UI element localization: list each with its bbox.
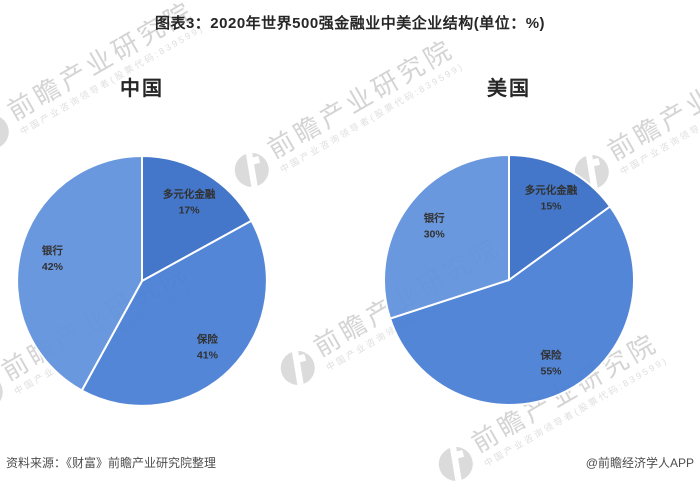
slice-label: 多元化金融 17% bbox=[163, 187, 216, 216]
pie-china: 多元化金融 17% 保险 41% 银行 42% bbox=[16, 155, 268, 407]
source-note: 资料来源：《财富》前瞻产业研究院整理 bbox=[6, 456, 217, 470]
pie-title-usa: 美国 bbox=[487, 78, 531, 100]
pie-title-china: 中国 bbox=[120, 78, 164, 100]
pie-slice bbox=[16, 155, 143, 392]
pie-slice bbox=[383, 154, 510, 320]
slice-label: 银行 30% bbox=[424, 212, 446, 241]
pie-slice bbox=[141, 155, 253, 282]
app-credit: @前瞻经济学人APP bbox=[585, 456, 694, 470]
pie-slice bbox=[389, 205, 635, 406]
slice-label: 保险 55% bbox=[540, 348, 563, 377]
pie-slice bbox=[80, 219, 268, 407]
pie-usa: 多元化金融 15% 保险 55% 银行 30% bbox=[383, 154, 635, 406]
pie-slice bbox=[508, 154, 612, 281]
slice-label: 银行 42% bbox=[42, 244, 64, 273]
slice-label: 保险 41% bbox=[196, 332, 219, 361]
slice-label: 多元化金融 15% bbox=[525, 184, 578, 213]
chart-title: 图表3：2020年世界500强金融业中美企业结构(单位：%) bbox=[154, 15, 546, 32]
